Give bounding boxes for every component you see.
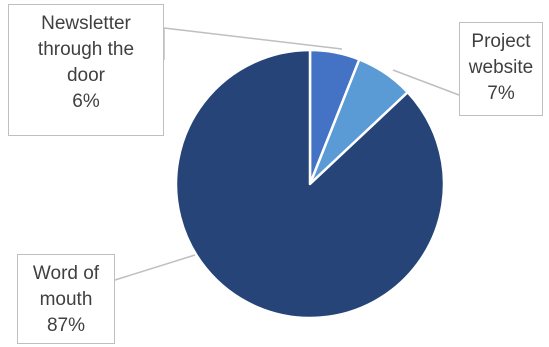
- data-label-word-of-mouth-line-2: mouth: [39, 289, 93, 310]
- data-label-project-website-percent: 7%: [487, 83, 515, 104]
- data-label-newsletter-percent: 6%: [72, 91, 100, 112]
- data-label-word-of-mouth-line-1: Word of: [32, 263, 100, 284]
- data-label-newsletter: Newsletter through the door 6%: [8, 4, 164, 136]
- data-label-newsletter-line-2: through the: [37, 39, 135, 60]
- data-label-word-of-mouth-percent: 87%: [46, 315, 86, 336]
- data-label-project-website-line-1: Project: [471, 31, 531, 52]
- data-label-project-website: Project website 7%: [459, 22, 543, 116]
- leader-line-project-website: [392, 69, 460, 96]
- leader-line-newsletter: [163, 27, 343, 60]
- leader-line-word-of-mouth: [114, 254, 196, 281]
- pie-slice-word-of-mouth: [174, 48, 446, 320]
- data-label-newsletter-line-3: door: [66, 65, 106, 86]
- data-label-newsletter-line-1: Newsletter: [41, 13, 131, 34]
- data-label-project-website-line-2: website: [468, 57, 534, 78]
- data-label-word-of-mouth: Word of mouth 87%: [17, 254, 115, 344]
